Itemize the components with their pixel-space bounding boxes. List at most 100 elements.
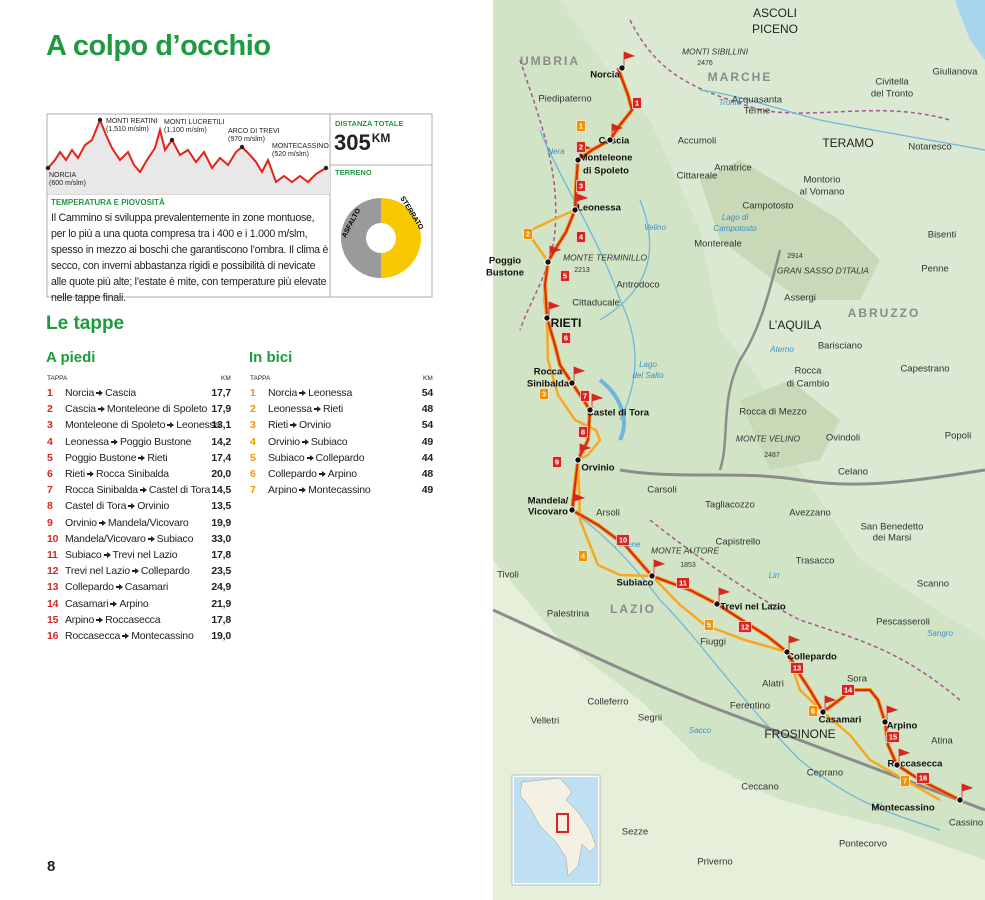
stage-box: [578, 426, 588, 438]
flag: [549, 245, 562, 260]
stage-number: 2: [250, 403, 256, 416]
stage-box: [576, 231, 586, 243]
stage-box-number: 14: [844, 685, 853, 694]
town-dot: [568, 379, 576, 387]
stage-row: 1 Norcia Cascia 17,7: [47, 385, 231, 401]
stage-box-number: 1: [579, 121, 583, 130]
stage-km: 13,5: [211, 500, 231, 513]
stage-box-number: 13: [793, 663, 801, 672]
stage-km: 19,0: [211, 630, 231, 642]
map-label: del Salto: [632, 371, 664, 380]
town-dot: [606, 136, 614, 144]
map-label: MONTE TERMINILLO: [563, 252, 647, 262]
stage-route: Leonessa Poggio Bustone: [65, 434, 191, 450]
stage-number: 4: [47, 435, 53, 448]
map-label: Sangro: [927, 629, 953, 638]
map-label: di Cambio: [787, 379, 830, 390]
map-label: Civitella: [875, 77, 909, 88]
stage-to: Castel di Tora: [148, 484, 211, 497]
stage-box: [580, 390, 590, 402]
map-label: Liri: [872, 801, 883, 810]
stage-number: 16: [47, 630, 59, 642]
map-label: Norcia: [590, 70, 620, 81]
stage-to: Leonessa: [308, 387, 353, 399]
stage-number: 10: [47, 532, 59, 545]
stage-km: 20,0: [211, 468, 231, 480]
stage-from: Rieti: [268, 419, 289, 432]
map-label: LAZIO: [610, 602, 656, 616]
walk-route: [543, 67, 961, 801]
map-label: Trevi nel Lazio: [720, 602, 786, 613]
map-label: Tagliacozzo: [705, 500, 755, 511]
map-label: Celano: [838, 467, 868, 478]
bike-title: In bici: [249, 349, 293, 366]
stage-number: 1: [250, 387, 256, 399]
stage-from: Casamari: [65, 597, 109, 610]
stage-to: Monteleone di Spoleto: [106, 403, 208, 416]
stage-box-number: 3: [542, 389, 546, 398]
map-label: Penne: [921, 264, 948, 275]
stage-route: Poggio Bustone Rieti: [65, 450, 168, 466]
stage-route: Arpino Roccasecca: [65, 612, 161, 628]
stage-row: 4 Leonessa Poggio Bustone 14,2: [47, 434, 231, 450]
stage-box-number: 15: [889, 732, 897, 741]
stage-number: 6: [47, 468, 53, 480]
map-label: dei Marsi: [873, 533, 912, 544]
stage-box: [632, 97, 642, 109]
stage-route: Casamari Arpino: [65, 596, 149, 612]
info-box: [46, 113, 433, 298]
stage-box: [561, 332, 571, 344]
stage-route: Castel di Tora Orvinio: [65, 498, 169, 514]
stage-number: 15: [47, 613, 59, 626]
stage-from: Cascia: [65, 403, 96, 416]
stage-from: Leonessa: [65, 435, 109, 448]
stage-to: Orvinio: [137, 500, 170, 513]
stage-to: Rieti: [147, 451, 168, 464]
stage-number: 1: [47, 387, 53, 399]
map-label: Fiuggi: [700, 637, 726, 648]
map-label: Cascia: [599, 136, 630, 147]
map-label: MONTE AUTORE: [651, 545, 719, 555]
flag: [573, 493, 586, 508]
stage-from: Arpino: [268, 484, 298, 497]
map-label: Sacco: [689, 726, 712, 735]
map-label: San Benedetto: [861, 522, 924, 533]
flag: [579, 443, 592, 458]
profile-point: [169, 137, 175, 143]
profile-alt: (1.510 m/slm): [106, 126, 149, 133]
map-label: Monteleone: [580, 153, 633, 164]
stage-route: Trevi nel Lazio Collepardo: [65, 563, 190, 579]
stage-box: [576, 141, 586, 153]
map-label: Sinibalda: [527, 379, 570, 390]
stage-from: Arpino: [65, 613, 95, 626]
map-label: 2487: [764, 452, 780, 459]
map-label: Popoli: [945, 431, 971, 442]
river: [569, 509, 941, 831]
stage-to: Arpino: [327, 468, 357, 480]
map-label: Scanno: [917, 579, 949, 590]
stage-number: 14: [47, 597, 59, 610]
stage-number: 7: [250, 484, 256, 497]
map-label: Ceccano: [741, 782, 779, 793]
donut-paved: [341, 198, 381, 278]
stage-box: [790, 662, 804, 674]
map-label: Segni: [638, 713, 662, 724]
stage-number: 3: [250, 419, 256, 432]
stage-row: 15 Arpino Roccasecca 17,8: [47, 612, 231, 628]
stage-box-number: 7: [583, 391, 587, 400]
stage-box-number: 4: [579, 232, 584, 241]
stage-from: Subiaco: [268, 451, 305, 464]
stage-number: 8: [47, 500, 53, 513]
arrow: [128, 502, 136, 510]
flag: [591, 393, 604, 408]
arrow: [299, 486, 307, 494]
stage-row: 13 Collepardo Casamari 24,9: [47, 579, 231, 595]
stage-row: 1 Norcia Leonessa 54: [250, 385, 433, 401]
map-label: Assergi: [784, 293, 816, 304]
stage-to: Casamari: [124, 581, 169, 594]
stage-from: Castel di Tora: [65, 500, 127, 513]
town-dot: [956, 796, 964, 804]
map-label: Rocca di Mezzo: [739, 407, 807, 418]
stage-box: [738, 621, 752, 633]
